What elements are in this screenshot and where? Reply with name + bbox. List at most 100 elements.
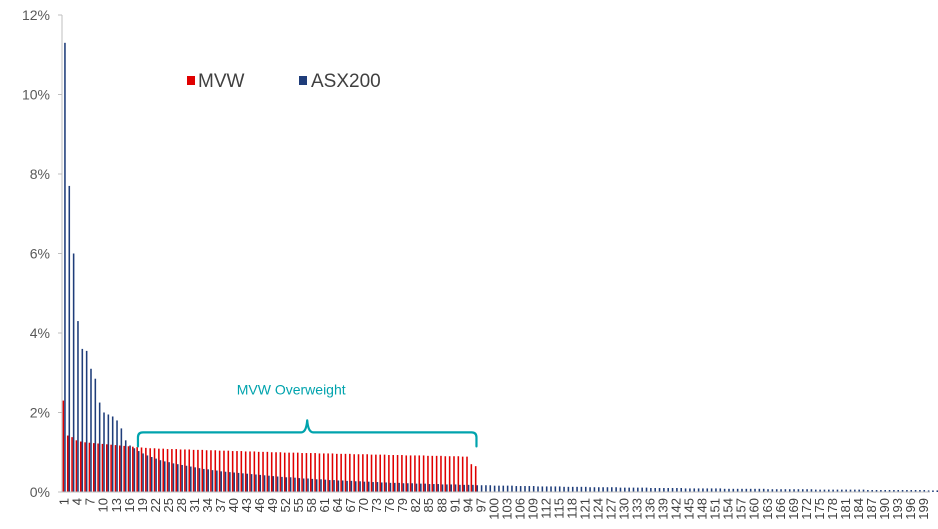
- bar-mvw-91: [453, 456, 455, 492]
- bar-mvw-40: [231, 451, 234, 492]
- bar-mvw-36: [214, 450, 217, 492]
- x-tick-label: 196: [903, 498, 918, 520]
- bar-mvw-20: [145, 447, 147, 492]
- bar-asx200-129: [619, 487, 622, 492]
- bar-mvw-7: [88, 442, 91, 492]
- x-tick-label: 61: [317, 498, 332, 512]
- x-tick-label: 187: [864, 498, 879, 520]
- bar-asx200-109: [532, 486, 535, 492]
- bar-mvw-83: [418, 455, 421, 492]
- bar-asx200-125: [602, 487, 604, 492]
- bar-mvw-77: [392, 455, 395, 492]
- bar-asx200-72: [372, 482, 374, 492]
- bar-asx200-32: [198, 468, 201, 492]
- y-tick-label: 2%: [30, 405, 50, 421]
- bar-asx200-43: [246, 473, 249, 492]
- bar-asx200-70: [363, 481, 366, 492]
- bar-mvw-19: [140, 447, 143, 492]
- bar-mvw-3: [71, 437, 73, 492]
- x-tick-label: 4: [70, 498, 85, 505]
- bar-mvw-55: [296, 452, 299, 492]
- bar-mvw-63: [331, 453, 334, 492]
- bar-asx200-79: [402, 483, 405, 492]
- x-tick-label: 151: [708, 498, 723, 520]
- x-tick-label: 154: [721, 498, 736, 520]
- bar-asx200-46: [259, 474, 262, 492]
- bar-mvw-34: [205, 450, 208, 492]
- bar-asx200-50: [276, 476, 279, 492]
- bar-asx200-140: [667, 488, 669, 492]
- bar-asx200-121: [584, 486, 587, 492]
- bar-asx200-187: [871, 490, 873, 492]
- bar-mvw-17: [132, 446, 134, 492]
- bar-mvw-51: [279, 452, 282, 492]
- x-tick-label: 34: [200, 498, 215, 512]
- bar-asx200-84: [424, 483, 426, 492]
- bar-mvw-92: [457, 456, 460, 492]
- bar-asx200-168: [788, 489, 791, 492]
- bar-asx200-24: [163, 461, 166, 492]
- x-tick-label: 148: [695, 498, 710, 520]
- bar-mvw-33: [201, 449, 204, 492]
- bar-mvw-80: [405, 455, 408, 492]
- bar-mvw-29: [184, 449, 186, 492]
- annotation-layer: MVW Overweight: [136, 381, 478, 448]
- bar-asx200-153: [723, 488, 726, 492]
- bar-asx200-23: [159, 460, 162, 492]
- bar-asx200-102: [502, 485, 505, 492]
- x-tick-label: 130: [617, 498, 632, 520]
- bar-asx200-146: [693, 488, 696, 492]
- bar-mvw-66: [344, 453, 347, 492]
- bar-mvw-10: [101, 443, 104, 492]
- y-tick-label: 8%: [30, 166, 50, 182]
- x-tick-label: 40: [226, 498, 241, 512]
- x-tick-label: 49: [265, 498, 280, 512]
- bar-asx200-96: [476, 485, 479, 492]
- bar-asx200-200: [927, 490, 930, 492]
- bar-asx200-122: [589, 487, 591, 492]
- bar-asx200-104: [511, 485, 513, 492]
- x-tick-label: 190: [877, 498, 892, 520]
- bar-asx200-92: [459, 484, 461, 492]
- bar-asx200-128: [615, 487, 617, 492]
- bar-asx200-197: [914, 490, 917, 492]
- bar-asx200-10: [103, 412, 105, 492]
- x-tick-label: 94: [460, 498, 475, 512]
- bar-asx200-111: [541, 486, 544, 492]
- bar-asx200-12: [111, 416, 114, 492]
- bar-asx200-113: [550, 486, 552, 492]
- bar-asx200-7: [90, 368, 92, 492]
- bar-asx200-8: [94, 378, 97, 492]
- bar-asx200-93: [463, 484, 466, 492]
- bar-asx200-137: [654, 488, 656, 492]
- bar-asx200-65: [341, 480, 344, 492]
- bar-asx200-144: [684, 488, 687, 492]
- bar-mvw-87: [435, 455, 438, 492]
- bar-mvw-44: [249, 451, 251, 492]
- bar-asx200-126: [606, 487, 609, 492]
- bar-mvw-84: [422, 455, 425, 492]
- bar-mvw-30: [188, 449, 191, 492]
- bar-asx200-31: [194, 467, 196, 492]
- bar-asx200-164: [771, 489, 774, 492]
- bar-mvw-57: [305, 453, 308, 492]
- x-tick-label: 88: [434, 498, 449, 512]
- bar-mvw-6: [84, 442, 86, 492]
- x-tick-label: 58: [304, 498, 319, 512]
- x-tick-label: 19: [135, 498, 150, 512]
- bar-asx200-118: [571, 486, 574, 492]
- bar-asx200-28: [181, 464, 183, 492]
- bar-asx200-82: [415, 483, 418, 492]
- bar-mvw-56: [301, 453, 303, 492]
- bar-asx200-87: [437, 484, 439, 492]
- bar-mvw-96: [474, 466, 477, 492]
- bar-asx200-194: [901, 490, 904, 492]
- bar-mvw-15: [123, 445, 125, 492]
- axes-layer: [58, 14, 930, 493]
- bar-mvw-85: [427, 455, 429, 492]
- x-tick-label: 193: [890, 498, 905, 520]
- x-tick-label: 133: [630, 498, 645, 520]
- bar-mvw-24: [162, 448, 164, 492]
- bar-asx200-83: [420, 483, 422, 492]
- bar-asx200-136: [650, 488, 652, 492]
